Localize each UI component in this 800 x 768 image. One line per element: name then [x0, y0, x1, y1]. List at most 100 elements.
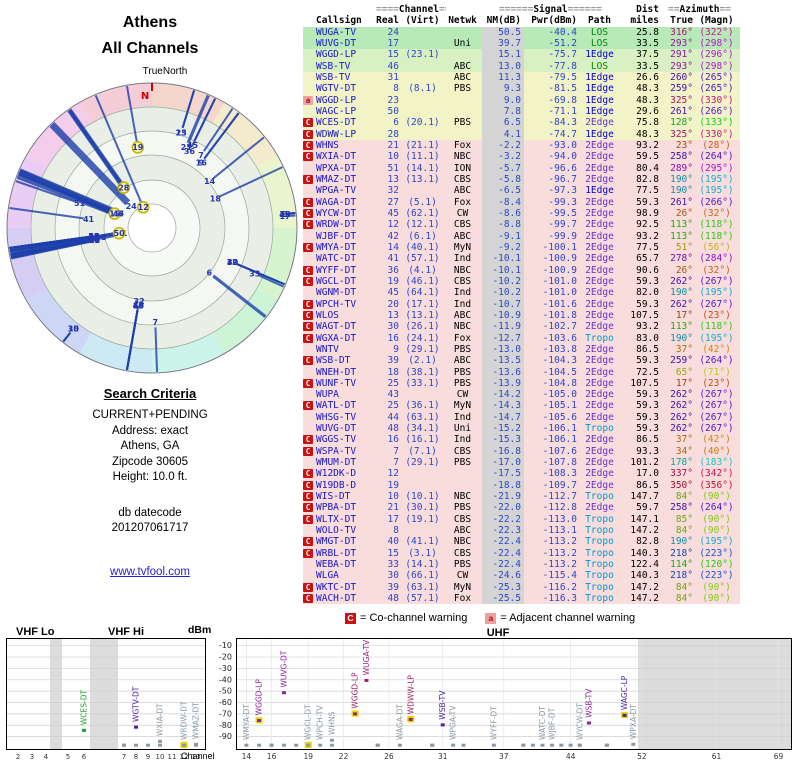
station-callsign-link[interactable]: WPGA-TV: [316, 185, 357, 197]
station-callsign-link[interactable]: WYFF-DT: [316, 264, 357, 276]
network-cell: PBS: [453, 366, 472, 378]
tvfool-link[interactable]: www.tvfool.com: [110, 565, 190, 578]
station-channel-label: 18: [210, 194, 222, 203]
table-row: C WAGT-DT 30 (26.1) NBC -11.9 -102.7 2Edge 93.2 1…: [303, 321, 740, 333]
station-callsign-link[interactable]: WMYA-DT: [316, 241, 357, 253]
station-callsign-link[interactable]: WLGA: [316, 570, 339, 582]
station-callsign-link[interactable]: WXIA-DT: [316, 151, 357, 163]
noise-margin-cell: -10.1: [482, 253, 524, 265]
search-criteria-panel: Search Criteria CURRENT+PENDING Address: …: [0, 386, 300, 578]
station-callsign-link[interactable]: WUVG-DT: [316, 423, 357, 435]
station-callsign-link[interactable]: WRBL-DT: [316, 547, 357, 559]
station-callsign-link[interactable]: WNEH-DT: [316, 366, 357, 378]
station-callsign-link[interactable]: WSPA-TV: [316, 445, 357, 457]
station-callsign-link[interactable]: WJBF-DT: [316, 230, 357, 242]
station-callsign-link[interactable]: WHSG-TV: [316, 411, 357, 423]
station-callsign-link[interactable]: WPCH-TV: [316, 298, 357, 310]
station-callsign-link[interactable]: WCES-DT: [316, 117, 357, 129]
station-callsign-link[interactable]: WNTV: [316, 343, 339, 355]
station-callsign-label: WUVG-DT: [279, 650, 288, 687]
station-callsign-link[interactable]: WKTC-DT: [316, 581, 357, 593]
co-channel-warning-icon: C: [303, 208, 313, 218]
table-row: WHSG-TV 44 (63.1) Ind -14.7 -105.6 2Edge 59.3 26…: [303, 411, 740, 424]
azimuth-true-cell: 291°: [670, 49, 693, 61]
path-cell: 2Edge: [585, 117, 614, 129]
table-row: C WATL-DT 25 (36.1) MyN -14.3 -105.1 2Edge 59.3 2…: [303, 400, 740, 412]
station-marker: [194, 743, 198, 747]
station-callsign-link[interactable]: WGGD-LP: [316, 94, 357, 106]
station-callsign-link[interactable]: WAGC-LP: [316, 105, 357, 117]
station-callsign-link[interactable]: W19DB-D: [316, 479, 357, 491]
station-callsign-link[interactable]: WRDW-DT: [316, 219, 357, 231]
warning-cell: C: [303, 129, 316, 140]
station-bar: [94, 95, 143, 204]
station-bar: [212, 136, 265, 179]
station-callsign-link[interactable]: WPBA-DT: [316, 502, 357, 514]
table-row: C WCES-DT 6 (20.1) PBS 6.5 -84.3 2Edge 75.8 128° (…: [303, 117, 740, 129]
azimuth-magnetic-cell: (267°): [699, 400, 734, 412]
station-callsign-link[interactable]: WGNM-DT: [316, 287, 357, 299]
station-callsign-link[interactable]: WMGT-DT: [316, 536, 357, 548]
real-channel-cell: 36: [387, 264, 399, 276]
azimuth-true-cell: 17°: [675, 309, 693, 321]
station-callsign-link[interactable]: WOLO-TV: [316, 525, 357, 537]
station-callsign-link[interactable]: WLTX-DT: [316, 513, 357, 525]
station-callsign-link[interactable]: WGGD-LP: [316, 49, 357, 61]
station-marker: [604, 743, 609, 747]
azimuth-magnetic-cell: (266°): [699, 105, 734, 117]
station-callsign-link[interactable]: WGGS-TV: [316, 434, 357, 446]
azimuth-magnetic-cell: (133°): [699, 117, 734, 129]
adjacent-channel-legend: a = Adjacent channel warning: [485, 612, 635, 624]
virtual-channel-cell: (8.1): [408, 83, 437, 95]
station-callsign-link[interactable]: WPXA-DT: [316, 162, 357, 174]
network-cell: MyN: [453, 241, 472, 253]
station-callsign-link[interactable]: WGTV-DT: [316, 83, 357, 95]
station-callsign-link[interactable]: WAGT-DT: [316, 321, 357, 333]
azimuth-group-header: Azimuth: [679, 4, 720, 15]
station-callsign-link[interactable]: WDWW-LP: [316, 128, 357, 140]
noise-margin-cell: -8.4: [482, 196, 524, 208]
uhf-box-border: [236, 638, 792, 750]
real-channel-cell: 40: [387, 536, 399, 548]
azimuth-true-cell: 85°: [675, 513, 693, 525]
north-label: N: [141, 91, 149, 102]
channel-axis-label: Channel: [181, 751, 215, 761]
real-channel-cell: 15: [387, 49, 399, 61]
station-callsign-link[interactable]: W12DK-D: [316, 468, 357, 480]
noise-margin-cell: -12.7: [482, 332, 524, 344]
station-callsign-link[interactable]: WUNF-TV: [316, 377, 357, 389]
station-callsign-link[interactable]: WATC-DT: [316, 253, 357, 265]
station-callsign-link[interactable]: WMUM-DT: [316, 457, 357, 469]
co-channel-warning-icon: C: [303, 492, 313, 502]
station-callsign-link[interactable]: WAGA-DT: [316, 196, 357, 208]
distance-cell: 75.8: [636, 117, 659, 129]
warning-cell: [303, 83, 316, 94]
station-callsign-link[interactable]: WSB-TV: [316, 71, 351, 83]
warning-cell: C: [303, 378, 316, 389]
distance-cell: 59.3: [636, 389, 659, 401]
real-channel-cell: 15: [387, 547, 399, 559]
station-callsign-link[interactable]: WGCL-DT: [316, 275, 357, 287]
station-callsign-link[interactable]: WHNS: [316, 139, 339, 151]
station-callsign-link[interactable]: WUGA-TV: [316, 26, 357, 38]
table-row: WSB-TV 46 ABC 13.0 -77.8 LOS 33.5 293° (298°): [303, 60, 740, 72]
station-callsign-link[interactable]: WLOS: [316, 309, 339, 321]
station-callsign-link[interactable]: WEBA-DT: [316, 559, 357, 571]
station-callsign-link[interactable]: WGXA-DT: [316, 332, 357, 344]
azimuth-true-cell: 262°: [670, 298, 693, 310]
station-channel-label: 48: [88, 232, 100, 241]
station-callsign-link[interactable]: WIS-DT: [316, 491, 351, 503]
station-callsign-link[interactable]: WSB-DT: [316, 355, 351, 367]
station-callsign-link[interactable]: WATL-DT: [316, 400, 357, 412]
station-callsign-link[interactable]: WMAZ-DT: [316, 173, 357, 185]
station-marker: [281, 743, 286, 747]
station-callsign-link[interactable]: WSB-TV: [316, 60, 351, 72]
azimuth-true-cell: 337°: [670, 468, 693, 480]
station-callsign-link[interactable]: WUVG-DT: [316, 37, 357, 49]
station-callsign-link[interactable]: WYCW-DT: [316, 207, 357, 219]
station-callsign-link[interactable]: WUPA: [316, 389, 339, 401]
noise-margin-cell: -15.3: [482, 434, 524, 446]
station-callsign-link[interactable]: WACH-DT: [316, 593, 357, 605]
warning-cell: C: [303, 310, 316, 321]
noise-margin-cell: -8.6: [482, 207, 524, 220]
